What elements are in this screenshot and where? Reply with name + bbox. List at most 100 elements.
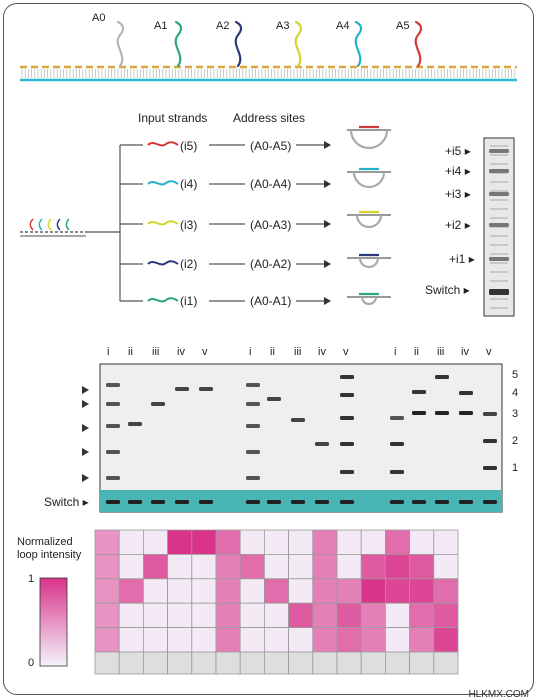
arrowhead (324, 141, 331, 149)
small-gel-label-i5: +i5 ▸ (445, 144, 471, 158)
ladder-band-faint (490, 244, 508, 246)
lane-label-2-iii: iii (294, 346, 302, 358)
band-lane-v (340, 393, 354, 397)
band-label-3: 3 (512, 408, 519, 420)
heatmap-cell (191, 554, 217, 580)
ladder-band (246, 402, 260, 406)
ladder-band-faint (490, 163, 508, 165)
heatmap-cell (142, 602, 168, 629)
mini-hairpin-a3 (47, 218, 52, 231)
band-label-4: 4 (512, 387, 519, 399)
band-lane-i (390, 470, 404, 474)
ladder-band-faint (490, 217, 508, 219)
band-label-5: 5 (512, 369, 519, 381)
band-lane-ii (412, 390, 426, 394)
heatmap-cell (360, 554, 386, 580)
heatmap-cell (360, 578, 386, 604)
switch-band (151, 500, 165, 504)
switch-band (315, 500, 329, 504)
address-label-a3: A3 (276, 20, 290, 32)
base-pair-ticks (21, 69, 516, 78)
hairpin-a0 (116, 20, 125, 68)
band-lane-iii (151, 402, 165, 406)
heatmap-cell-blank (167, 651, 193, 675)
switch-band (390, 500, 404, 504)
large-gel-left-arrows (82, 386, 89, 482)
small-gel-label-i2: +i2 ▸ (445, 218, 471, 232)
heatmap-cell-blank (142, 651, 168, 675)
small-gel-band (489, 192, 509, 196)
branch-lines (86, 125, 391, 306)
heatmap-cell (360, 602, 386, 629)
small-gel-band (489, 289, 509, 295)
address-range-a0-a1: (A0-A1) (250, 294, 292, 308)
heatmap-cell (142, 529, 168, 555)
heatmap-cell (312, 529, 338, 555)
heatmap-cell (409, 602, 435, 629)
header-input-strands: Input strands (138, 111, 208, 125)
arrowhead (324, 297, 331, 305)
heatmap-cell (167, 554, 193, 580)
heatmap-cell (215, 554, 241, 580)
switch-band (435, 500, 449, 504)
heatmap-cell (384, 529, 410, 555)
heatmap-cell (384, 554, 410, 580)
top-dna-strand (20, 20, 517, 82)
hairpin-a3 (294, 20, 303, 68)
heatmap-cell (118, 602, 144, 629)
address-range-a0-a3: (A0-A3) (250, 218, 292, 232)
band-lane-v (483, 412, 497, 416)
heatmap-cell (94, 578, 120, 604)
heatmap-cell-blank (433, 651, 459, 675)
scale-max-label: 1 (28, 573, 35, 585)
heatmap-title-line2: loop intensity (17, 549, 82, 561)
heatmap-cell (239, 529, 265, 555)
heatmap-cell (288, 529, 314, 555)
heatmap-cell (433, 529, 459, 555)
ladder-band-faint (490, 145, 508, 147)
heatmap-cell (288, 554, 314, 580)
heatmap-cell (142, 554, 168, 580)
ladder-band (246, 383, 260, 387)
heatmap-cell-blank (215, 651, 241, 675)
heatmap-cell-blank (191, 651, 217, 675)
address-label-a1: A1 (154, 20, 168, 32)
band-label-2: 2 (512, 435, 519, 447)
switch-band (267, 500, 281, 504)
heatmap-grid (94, 529, 459, 675)
heatmap-cell (288, 627, 314, 653)
lane-label-1-iii: iii (152, 346, 160, 358)
small-gel-bands (489, 145, 509, 309)
heatmap-cell-blank (94, 651, 120, 675)
lane-label-1-ii: ii (128, 346, 133, 358)
heatmap-cell (142, 578, 168, 604)
heatmap-cell (409, 578, 435, 604)
ladder-band-faint (490, 253, 508, 255)
heatmap-cell (336, 554, 362, 580)
switch-band (106, 500, 120, 504)
band-lane-ii (267, 397, 281, 401)
ladder-band-faint (490, 280, 508, 282)
heatmap-cell (336, 578, 362, 604)
lane-label-3-ii: ii (414, 346, 419, 358)
heatmap-cell (336, 529, 362, 555)
address-range-a0-a2: (A0-A2) (250, 257, 292, 271)
heatmap-cell (118, 627, 144, 653)
heatmap-cell (288, 602, 314, 629)
lane-label-1-v: v (202, 346, 208, 358)
small-gel-label-i3: +i3 ▸ (445, 187, 471, 201)
band-lane-i (390, 416, 404, 420)
large-gel-switch-label: Switch ▸ (44, 495, 89, 509)
ladder-band (246, 476, 260, 480)
lane-label-3-v: v (486, 346, 492, 358)
heatmap-cell (433, 602, 459, 629)
heatmap-cell (191, 578, 217, 604)
heatmap-cell (118, 529, 144, 555)
heatmap-cell (167, 627, 193, 653)
input-strand-3 (147, 220, 179, 226)
header-address-sites: Address sites (233, 111, 306, 125)
input-strand-2 (147, 260, 179, 266)
heatmap-cell (312, 627, 338, 653)
heatmap-cell (384, 578, 410, 604)
